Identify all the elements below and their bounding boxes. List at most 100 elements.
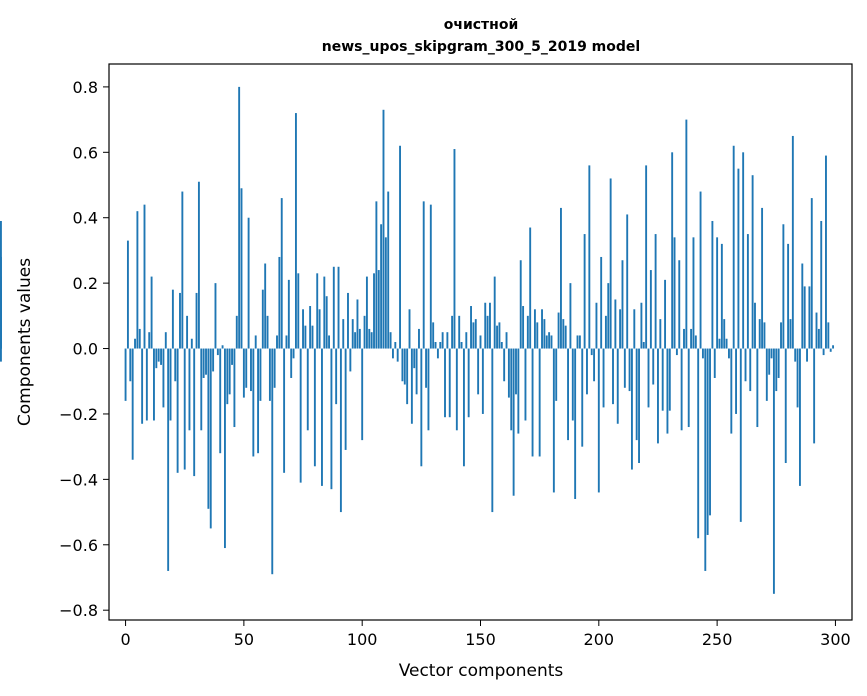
bar [763, 322, 766, 349]
bar [399, 145, 401, 349]
x-axis-ticks: 0 50 100 150 200 250 300 [120, 620, 851, 649]
bar [668, 348, 671, 411]
bar [647, 348, 650, 408]
bar [500, 342, 503, 349]
bar [491, 348, 494, 513]
bar [735, 348, 737, 414]
bar [193, 348, 196, 477]
bar [292, 348, 295, 359]
bar [706, 348, 709, 535]
bar [183, 348, 186, 470]
bar [311, 325, 314, 349]
bar [145, 348, 148, 421]
bar [803, 286, 806, 349]
bar [150, 276, 153, 349]
bar [772, 348, 775, 594]
bar [432, 322, 435, 349]
bar [181, 191, 184, 349]
bar [614, 299, 617, 349]
bar [276, 335, 278, 349]
bar [678, 260, 681, 349]
bar [507, 348, 510, 398]
bar [207, 348, 210, 509]
bar [484, 302, 487, 349]
bar [141, 348, 144, 424]
bar [351, 319, 354, 349]
bar [167, 348, 170, 571]
bar [550, 335, 553, 349]
bar [642, 342, 645, 349]
bar [321, 348, 323, 486]
bar [787, 243, 790, 349]
bar [728, 348, 730, 359]
bar [588, 165, 591, 349]
bar [694, 335, 697, 349]
bar [205, 348, 207, 375]
bar [498, 322, 501, 349]
bar [129, 348, 132, 382]
bar [640, 302, 643, 349]
bar [538, 348, 541, 457]
bar [626, 214, 629, 349]
bar [659, 319, 662, 349]
x-tick-label: 200 [584, 630, 615, 649]
bar [522, 306, 525, 349]
bar [287, 279, 290, 349]
bar [259, 348, 262, 401]
bar [725, 338, 728, 349]
bar [794, 348, 797, 362]
bar [607, 283, 610, 349]
bar [657, 348, 659, 444]
bar [519, 260, 522, 349]
bar [687, 348, 690, 428]
bar [444, 348, 446, 418]
bar [472, 322, 475, 349]
bar [720, 243, 723, 349]
bar [143, 204, 146, 349]
bar [200, 348, 203, 431]
bar [370, 332, 373, 349]
x-tick-label: 250 [702, 630, 733, 649]
y-tick-label: −0.2 [59, 405, 98, 424]
bar [784, 348, 787, 464]
bar [453, 149, 456, 349]
bar [418, 328, 420, 349]
bar [380, 224, 383, 349]
bar [169, 348, 172, 421]
bar [552, 348, 555, 493]
x-axis-label: Vector components [399, 661, 564, 681]
bar [373, 273, 375, 349]
bar [526, 315, 529, 349]
bar [396, 348, 399, 362]
bar [306, 348, 309, 431]
bar [505, 332, 508, 349]
bar [832, 345, 835, 349]
bar [250, 348, 252, 392]
bar [339, 348, 342, 513]
bar [160, 348, 162, 365]
bar [377, 270, 380, 349]
bar [186, 315, 189, 349]
bar [245, 348, 248, 388]
bar [635, 348, 638, 441]
bar [789, 319, 792, 349]
bar [354, 332, 357, 349]
bar [313, 348, 316, 467]
bar [529, 227, 532, 349]
bar [325, 296, 328, 349]
bar [815, 312, 818, 349]
bar [808, 286, 811, 349]
bar [174, 348, 177, 382]
bar [583, 234, 586, 349]
bar [777, 348, 780, 378]
bar [602, 348, 605, 408]
x-tick-label: 50 [234, 630, 254, 649]
bar [0, 348, 2, 362]
bar [164, 332, 167, 349]
bar [299, 348, 302, 483]
bar [190, 338, 193, 349]
bar [328, 335, 330, 349]
bar [264, 263, 267, 349]
bar [446, 332, 449, 349]
